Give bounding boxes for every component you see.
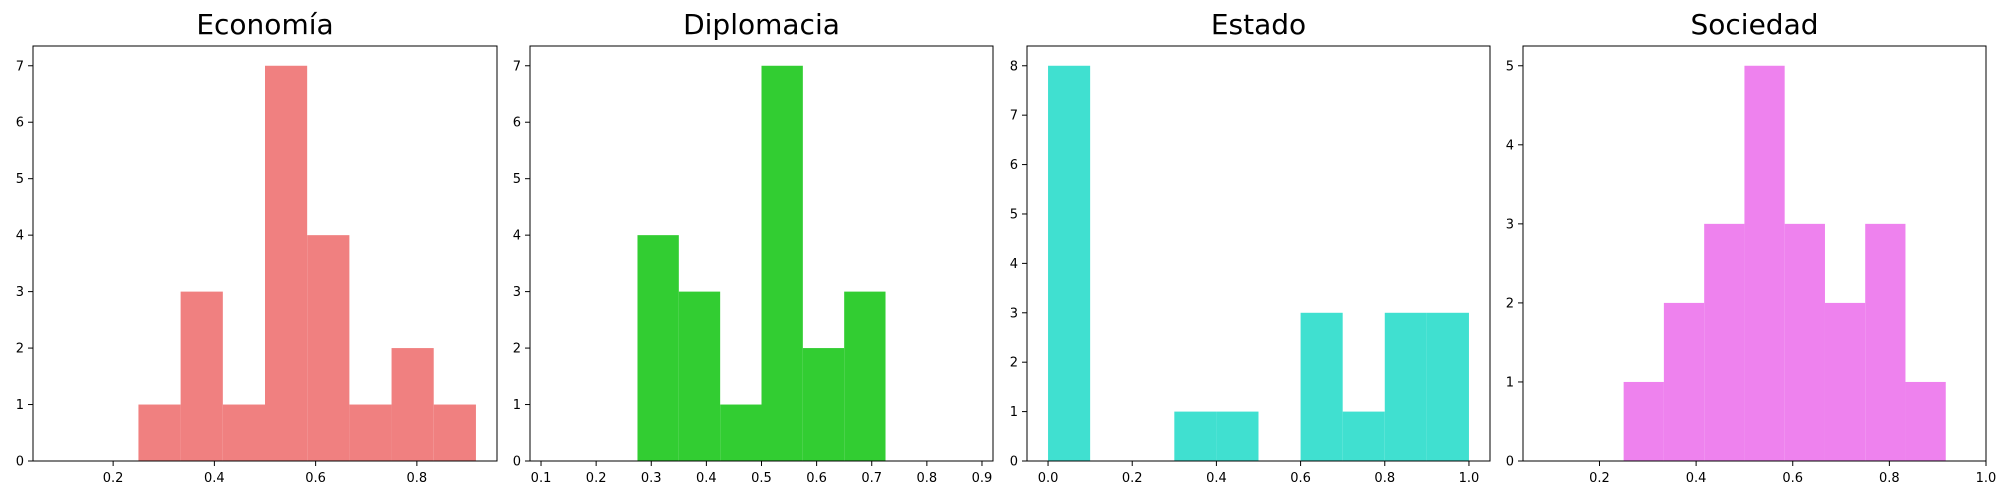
bar-diplomacia-4 xyxy=(802,348,845,461)
chart-title-diplomacia: Diplomacia xyxy=(683,8,840,41)
panel-sociedad: 0.2 0.4 0.6 0.8 1.0 0 1 2 3 4 5 Sociedad xyxy=(1506,8,1997,486)
bar-sociedad-6 xyxy=(1865,223,1906,461)
axes-frame-economia xyxy=(32,45,498,462)
x-tick-label-sociedad-4: 1.0 xyxy=(1976,471,1997,486)
x-tick-label-sociedad-3: 0.8 xyxy=(1879,471,1900,486)
y-tick-label-estado-8: 8 xyxy=(1010,59,1018,74)
bar-economia-2 xyxy=(222,404,265,461)
x-tick-label-diplomacia-3: 0.4 xyxy=(696,471,717,486)
x-tick-label-estado-3: 0.6 xyxy=(1290,471,1311,486)
y-tick-label-diplomacia-3: 3 xyxy=(513,285,521,300)
bar-estado-2 xyxy=(1216,411,1259,461)
y-tick-label-economia-3: 3 xyxy=(16,285,24,300)
axes-frame-sociedad xyxy=(1522,45,1987,462)
x-tick-label-diplomacia-8: 0.9 xyxy=(972,471,993,486)
y-tick-label-sociedad-1: 1 xyxy=(1506,375,1514,390)
bar-sociedad-1 xyxy=(1663,302,1705,461)
panel-estado: 0.0 0.2 0.4 0.6 0.8 1.0 0 1 2 3 4 5 6 7 8 Estado xyxy=(1010,8,1491,486)
x-tick-label-diplomacia-1: 0.2 xyxy=(586,471,607,486)
bar-estado-5 xyxy=(1384,312,1427,461)
y-tick-label-economia-0: 0 xyxy=(16,455,24,470)
y-tick-label-diplomacia-4: 4 xyxy=(513,229,521,244)
x-tick-label-sociedad-0: 0.2 xyxy=(1589,471,1610,486)
panel-diplomacia: 0.1 0.2 0.3 0.4 0.5 0.6 0.7 0.8 0.9 0 1 2 3 4 5 6 7 Diplo… xyxy=(513,8,994,486)
chart-title-sociedad: Sociedad xyxy=(1690,8,1818,41)
chart-title-economia: Economía xyxy=(196,8,333,41)
y-tick-label-sociedad-2: 2 xyxy=(1506,296,1514,311)
y-tick-label-economia-2: 2 xyxy=(16,342,24,357)
bar-sociedad-7 xyxy=(1905,381,1946,461)
x-tick-label-estado-4: 0.8 xyxy=(1374,471,1395,486)
y-tick-label-diplomacia-6: 6 xyxy=(513,116,521,131)
bar-diplomacia-1 xyxy=(678,291,721,461)
x-tick-label-economia-2: 0.6 xyxy=(305,471,326,486)
y-tick-label-estado-3: 3 xyxy=(1010,306,1018,321)
x-tick-label-estado-2: 0.4 xyxy=(1206,471,1227,486)
bar-sociedad-0 xyxy=(1623,381,1664,461)
x-tick-label-estado-5: 1.0 xyxy=(1459,471,1480,486)
x-tick-label-diplomacia-5: 0.6 xyxy=(806,471,827,486)
x-tick-label-economia-0: 0.2 xyxy=(103,471,124,486)
bar-economia-4 xyxy=(307,235,350,461)
bar-estado-4 xyxy=(1342,411,1385,461)
y-tick-label-diplomacia-0: 0 xyxy=(513,455,521,470)
y-tick-label-sociedad-4: 4 xyxy=(1506,138,1514,153)
x-tick-label-diplomacia-2: 0.3 xyxy=(641,471,662,486)
x-tick-label-estado-0: 0.0 xyxy=(1038,471,1059,486)
y-tick-label-sociedad-0: 0 xyxy=(1506,455,1514,470)
panel-economia: 0.2 0.4 0.6 0.8 0 1 2 3 4 5 6 7 Economía xyxy=(16,8,498,486)
x-tick-label-diplomacia-6: 0.7 xyxy=(861,471,882,486)
bar-economia-0 xyxy=(138,404,181,461)
y-tick-label-estado-6: 6 xyxy=(1010,158,1018,173)
y-tick-label-economia-4: 4 xyxy=(16,229,24,244)
x-tick-label-sociedad-1: 0.4 xyxy=(1686,471,1707,486)
bar-diplomacia-2 xyxy=(720,404,762,461)
bar-estado-3 xyxy=(1300,312,1343,461)
bar-sociedad-3 xyxy=(1744,65,1785,461)
y-tick-label-diplomacia-7: 7 xyxy=(513,59,521,74)
bar-estado-6 xyxy=(1426,312,1469,461)
y-tick-label-economia-7: 7 xyxy=(16,59,24,74)
y-tick-label-economia-6: 6 xyxy=(16,116,24,131)
x-tick-label-economia-1: 0.4 xyxy=(204,471,225,486)
x-tick-label-diplomacia-4: 0.5 xyxy=(751,471,772,486)
y-tick-label-estado-7: 7 xyxy=(1010,109,1018,124)
bar-economia-5 xyxy=(349,404,392,461)
y-tick-label-sociedad-5: 5 xyxy=(1506,59,1514,74)
x-tick-label-diplomacia-7: 0.8 xyxy=(917,471,938,486)
y-tick-label-estado-1: 1 xyxy=(1010,405,1018,420)
bar-sociedad-4 xyxy=(1784,223,1825,461)
bar-economia-3 xyxy=(265,65,308,461)
x-tick-label-economia-3: 0.8 xyxy=(407,471,428,486)
bar-sociedad-5 xyxy=(1824,302,1866,461)
y-tick-label-economia-5: 5 xyxy=(16,172,24,187)
y-tick-label-economia-1: 1 xyxy=(16,398,24,413)
y-tick-label-estado-2: 2 xyxy=(1010,356,1018,371)
bar-diplomacia-0 xyxy=(637,235,679,461)
bar-economia-1 xyxy=(180,291,223,461)
bar-diplomacia-3 xyxy=(761,65,803,461)
bar-estado-1 xyxy=(1174,411,1217,461)
y-tick-label-estado-5: 5 xyxy=(1010,207,1018,222)
y-tick-label-sociedad-3: 3 xyxy=(1506,217,1514,232)
chart-title-estado: Estado xyxy=(1211,8,1306,41)
axes-frame-estado xyxy=(1026,45,1491,462)
bar-economia-7 xyxy=(433,404,476,461)
y-tick-label-diplomacia-1: 1 xyxy=(513,398,521,413)
y-tick-label-diplomacia-2: 2 xyxy=(513,342,521,357)
bar-economia-6 xyxy=(391,348,434,461)
bar-sociedad-2 xyxy=(1704,223,1745,461)
bar-estado-0 xyxy=(1048,65,1091,461)
x-tick-label-sociedad-2: 0.6 xyxy=(1782,471,1803,486)
y-tick-label-diplomacia-5: 5 xyxy=(513,172,521,187)
x-tick-label-estado-1: 0.2 xyxy=(1122,471,1143,486)
bar-diplomacia-5 xyxy=(844,291,886,461)
y-tick-label-estado-4: 4 xyxy=(1010,257,1018,272)
y-tick-label-estado-0: 0 xyxy=(1010,455,1018,470)
x-tick-label-diplomacia-0: 0.1 xyxy=(531,471,552,486)
